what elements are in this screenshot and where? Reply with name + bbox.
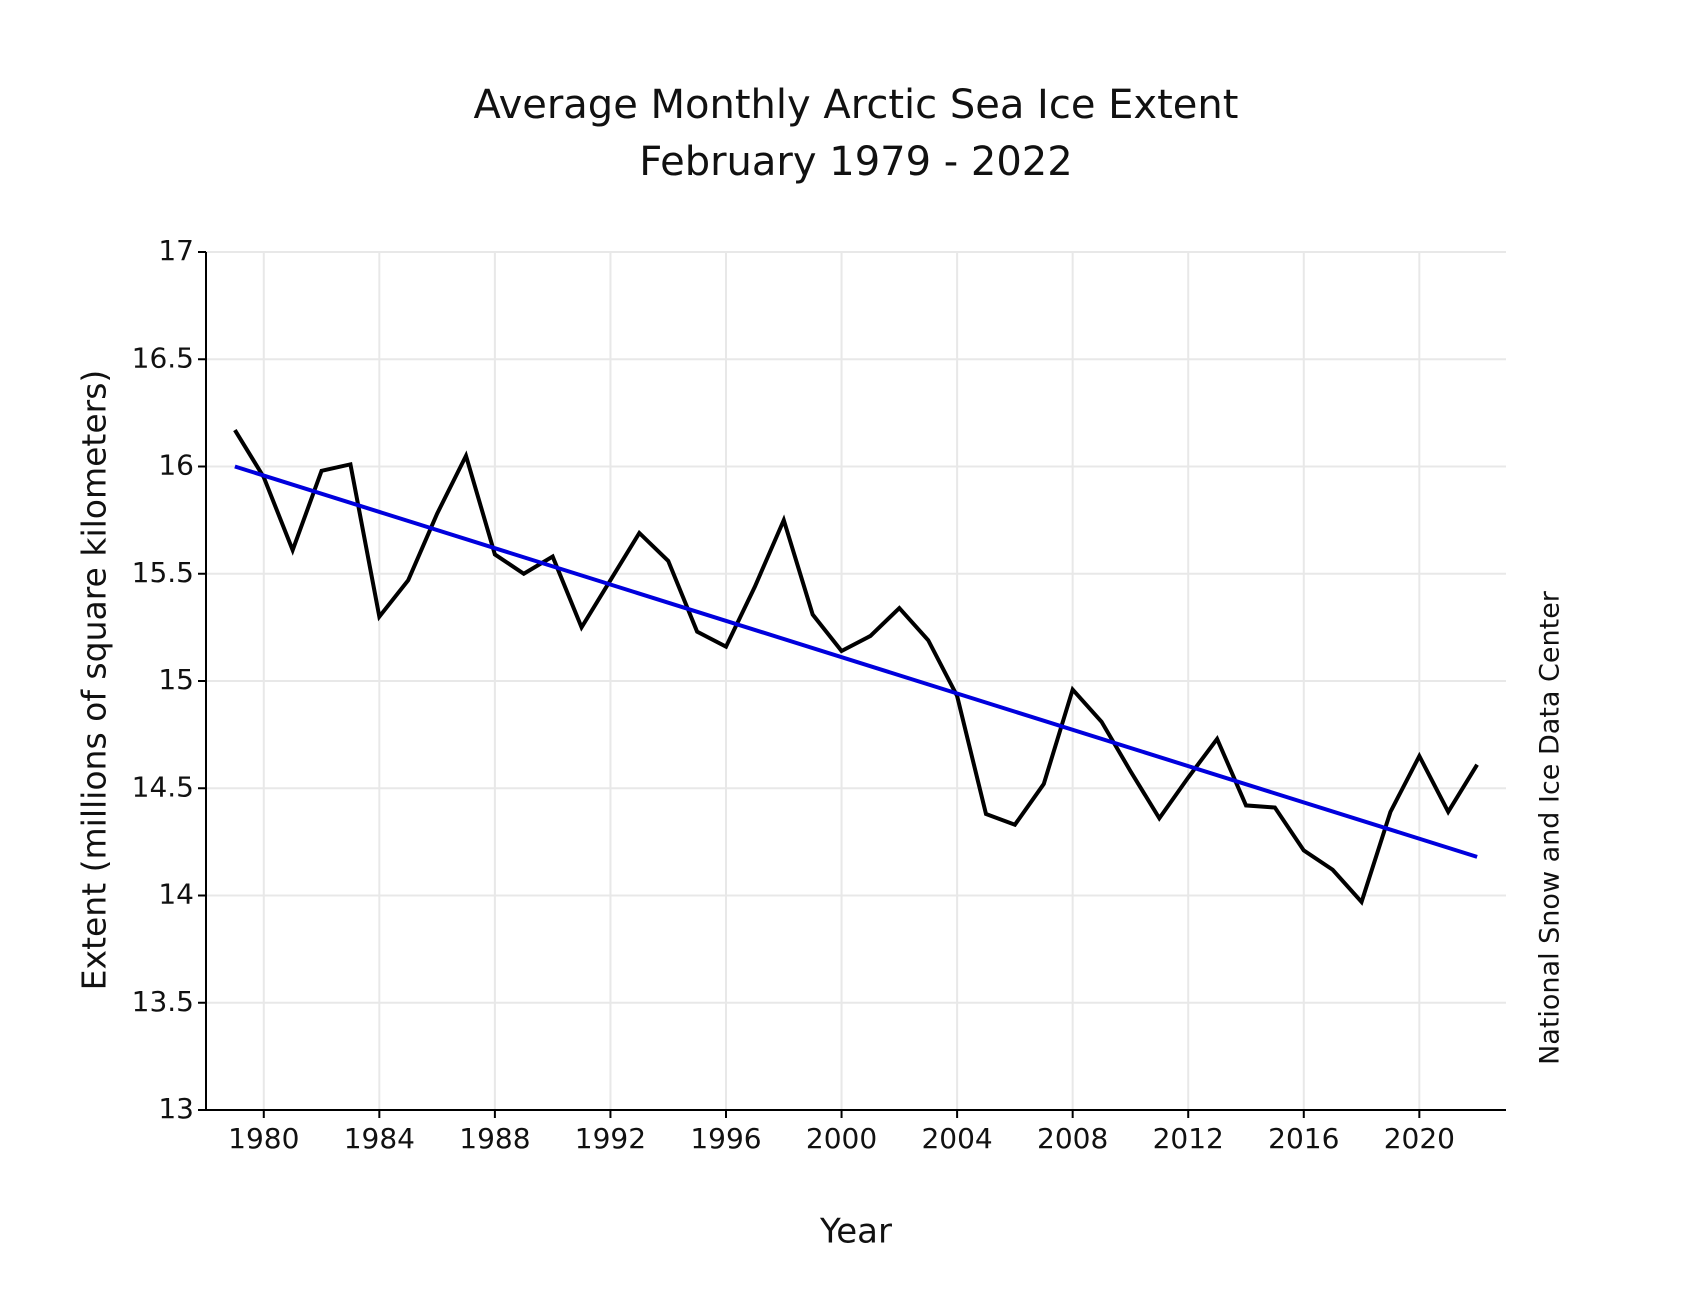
y-tick-label: 16.5: [132, 341, 194, 374]
chart-subtitle: February 1979 - 2022: [639, 139, 1072, 185]
y-tick-label: 15.5: [132, 556, 194, 589]
x-tick-label: 2012: [1153, 1122, 1224, 1155]
y-tick-label: 15: [158, 663, 194, 696]
y-axis-label: Extent (millions of square kilometers): [75, 370, 114, 991]
x-tick-label: 2000: [806, 1122, 877, 1155]
y-tick-label: 13.5: [132, 985, 194, 1018]
x-axis-label: Year: [819, 1212, 892, 1252]
x-tick-label: 1984: [344, 1122, 415, 1155]
y-tick-label: 14.5: [132, 770, 194, 803]
y-tick-label: 14: [158, 878, 194, 911]
y-tick-label: 17: [158, 234, 194, 267]
y-tick-label: 13: [158, 1092, 194, 1125]
x-tick-label: 2016: [1268, 1122, 1339, 1155]
x-tick-label: 2004: [921, 1122, 992, 1155]
y-tick-label: 16: [158, 449, 194, 482]
x-tick-label: 1988: [459, 1122, 530, 1155]
data-line: [233, 428, 1479, 906]
chart-title: Average Monthly Arctic Sea Ice Extent: [474, 82, 1239, 128]
trend-line: [234, 464, 1478, 859]
source-label: National Snow and Ice Data Center: [1535, 590, 1566, 1065]
x-tick-label: 1992: [575, 1122, 646, 1155]
x-tick-label: 1980: [228, 1122, 299, 1155]
x-tick-label: 2020: [1384, 1122, 1455, 1155]
x-tick-label: 1996: [690, 1122, 761, 1155]
x-tick-label: 2008: [1037, 1122, 1108, 1155]
